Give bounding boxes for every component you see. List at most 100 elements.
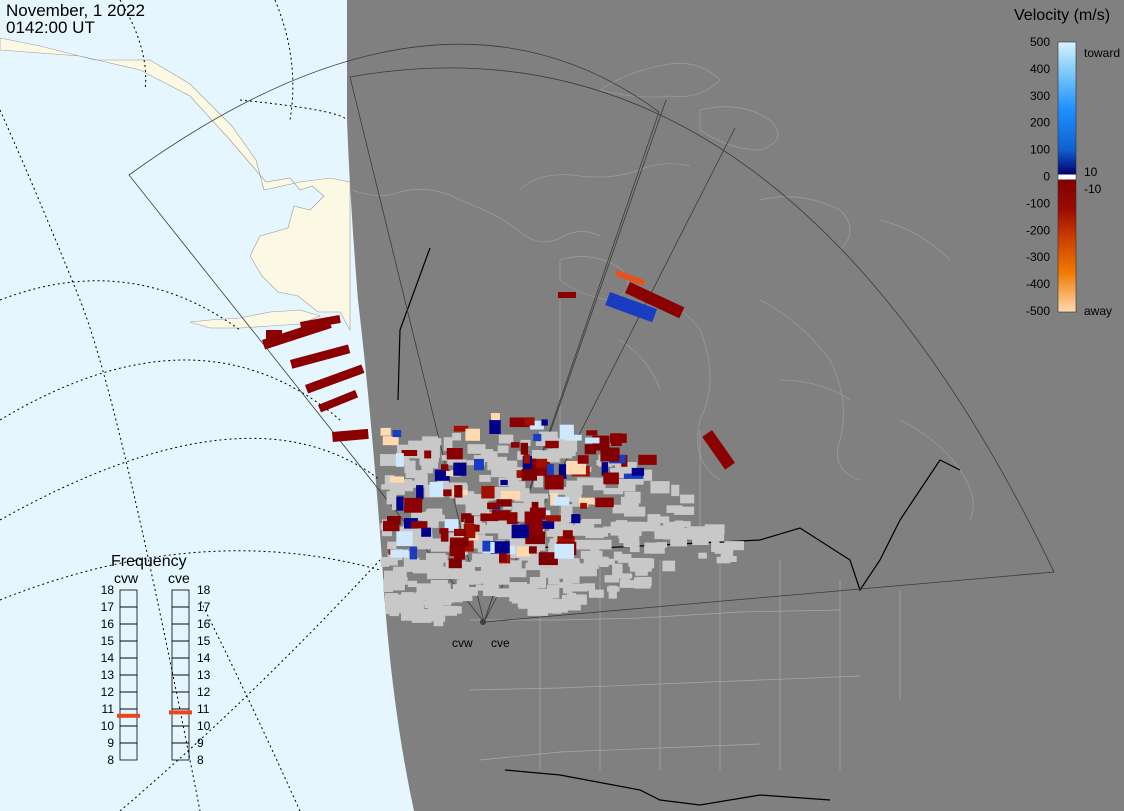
scatter-cell <box>425 509 443 518</box>
scatter-cell <box>401 450 418 456</box>
scatter-cell <box>509 535 522 548</box>
scatter-cell <box>520 586 538 600</box>
radar-site-label-cve: cve <box>491 636 510 650</box>
velocity-tick-label: 0 <box>1043 170 1050 184</box>
scatter-cell <box>387 516 401 525</box>
scatter-cell <box>499 553 507 562</box>
scatter-cell <box>698 552 707 559</box>
frequency-level-label: 17 <box>101 600 115 614</box>
velocity-tick-label: -400 <box>1026 277 1050 291</box>
frequency-level-label: 8 <box>107 753 114 767</box>
latitude-grid <box>0 0 381 811</box>
radar-sites: cvw cve <box>452 619 510 650</box>
scatter-cell <box>570 488 582 502</box>
scatter-cell <box>305 364 365 394</box>
scatter-cell <box>462 494 483 503</box>
radar-site-marker <box>480 619 486 625</box>
frequency-marker-cvw <box>117 713 140 718</box>
scatter-cell <box>441 464 449 471</box>
scatter-cell <box>421 527 432 537</box>
scatter-cell <box>463 524 476 539</box>
scatter-cell <box>554 496 570 506</box>
scatter-cell <box>523 454 530 464</box>
velocity-tick-label: 400 <box>1030 62 1050 76</box>
scatter-cell <box>383 520 400 532</box>
scatter-cell <box>528 524 543 536</box>
scatter-cell <box>612 563 623 578</box>
scatter-cell <box>404 497 423 513</box>
scatter-cell <box>508 542 518 549</box>
scatter-cell <box>454 485 463 498</box>
velocity-tick-label: -200 <box>1026 223 1050 237</box>
scatter-cell <box>557 536 575 543</box>
scatter-cell <box>491 510 511 521</box>
scatter-cell <box>546 567 555 576</box>
scatter-cell <box>564 434 582 441</box>
scatter-cell <box>412 603 424 616</box>
scatter-cell <box>454 545 465 560</box>
scatter-cell <box>434 469 450 481</box>
scatter-cell <box>586 430 598 436</box>
scatter-cell <box>663 521 685 534</box>
scatter-cell <box>433 606 449 613</box>
scatter-cell <box>452 432 461 441</box>
scatter-cell <box>708 530 725 542</box>
scatter-cell <box>410 521 428 529</box>
scatter-cell <box>562 572 580 584</box>
scatter-cell <box>580 502 587 509</box>
scatter-cell <box>578 497 594 505</box>
velocity-scale-title: Velocity (m/s) <box>1014 7 1110 24</box>
frequency-level-label: 9 <box>107 736 114 750</box>
scatter-cell <box>521 469 537 481</box>
frequency-level-label: 15 <box>101 634 115 648</box>
scatter-cell <box>390 549 409 558</box>
scatter-cell <box>399 596 409 606</box>
scatter-cell <box>613 551 623 561</box>
scatter-cell <box>411 511 429 521</box>
scatter-cell <box>441 583 451 594</box>
scatter-cell <box>523 539 546 551</box>
scatter-cell <box>470 500 482 507</box>
scatter-cell <box>620 578 630 587</box>
scatter-cell <box>490 541 510 554</box>
scatter-cell <box>635 563 648 576</box>
scatter-cell <box>392 430 402 438</box>
scatter-cell <box>409 546 418 560</box>
scatter-cell <box>429 444 440 458</box>
scatter-cell <box>692 532 709 545</box>
scatter-cell <box>577 568 593 575</box>
scatter-cell <box>403 524 416 534</box>
scatter-cell <box>554 543 574 559</box>
scatter-cell <box>593 477 606 491</box>
frequency-level-label: 16 <box>101 617 115 631</box>
frequency-level-label: 13 <box>101 668 115 682</box>
scatter-cell <box>564 566 584 577</box>
scatter-cell <box>601 462 609 476</box>
scatter-cell <box>480 449 494 460</box>
scatter-cell <box>568 594 587 605</box>
scatter-cell <box>430 554 444 567</box>
scatter-cell <box>396 531 413 546</box>
scatter-cell <box>558 558 580 570</box>
scatter-cell <box>424 450 432 459</box>
frequency-radar-label-cvw: cvw <box>114 570 139 586</box>
scatter-cell <box>439 528 449 534</box>
frequency-level-label: 10 <box>197 719 211 733</box>
scatter-cell <box>555 438 578 452</box>
frequency-level-label: 13 <box>197 668 211 682</box>
scatter-cell <box>485 524 503 534</box>
scatter-cell <box>548 572 560 585</box>
scatter-cell <box>387 553 398 566</box>
scatter-cell <box>547 584 560 599</box>
scatter-cell <box>404 460 416 473</box>
frequency-level-label: 15 <box>197 634 211 648</box>
scatter-cell <box>600 447 620 462</box>
velocity-colorbar-swatch <box>1057 41 1077 313</box>
scatter-cell <box>380 427 391 436</box>
scatter-cell <box>383 578 394 592</box>
scatter-cell <box>566 583 588 592</box>
scatter-cell <box>501 460 518 473</box>
time-label: 0142:00 UT <box>6 18 95 37</box>
scatter-cell <box>680 494 695 504</box>
scatter-cell <box>549 487 571 495</box>
